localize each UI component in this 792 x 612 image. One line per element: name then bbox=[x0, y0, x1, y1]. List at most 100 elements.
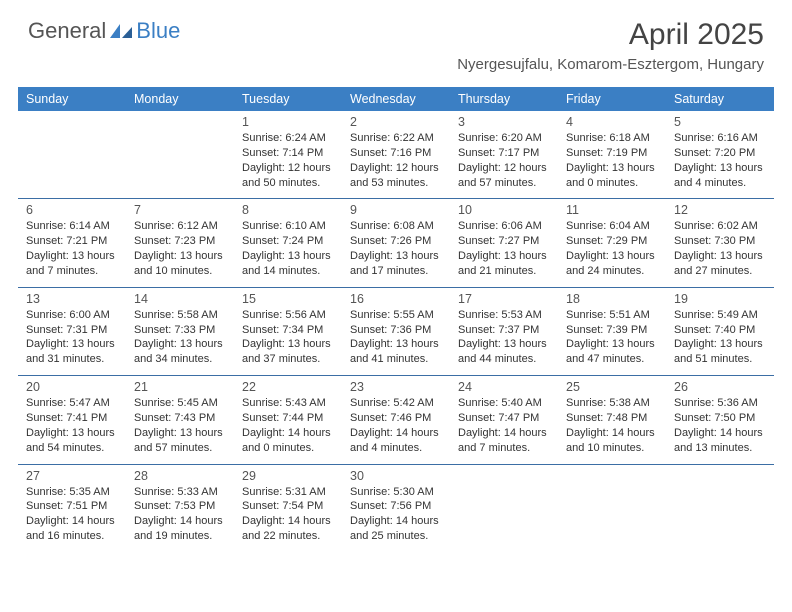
calendar-cell: 19Sunrise: 5:49 AMSunset: 7:40 PMDayligh… bbox=[666, 288, 774, 375]
sunset-text: Sunset: 7:43 PM bbox=[134, 411, 226, 426]
day-number: 22 bbox=[242, 380, 334, 394]
calendar-cell bbox=[666, 465, 774, 552]
day-header-row: Sunday Monday Tuesday Wednesday Thursday… bbox=[18, 87, 774, 111]
daylight-text: Daylight: 13 hours and 31 minutes. bbox=[26, 337, 118, 367]
sunset-text: Sunset: 7:30 PM bbox=[674, 234, 766, 249]
daylight-text: Daylight: 13 hours and 57 minutes. bbox=[134, 426, 226, 456]
dayheader-tue: Tuesday bbox=[234, 87, 342, 111]
sunrise-text: Sunrise: 5:56 AM bbox=[242, 308, 334, 323]
day-number: 5 bbox=[674, 115, 766, 129]
day-number: 14 bbox=[134, 292, 226, 306]
calendar-cell: 6Sunrise: 6:14 AMSunset: 7:21 PMDaylight… bbox=[18, 199, 126, 286]
calendar-cell: 18Sunrise: 5:51 AMSunset: 7:39 PMDayligh… bbox=[558, 288, 666, 375]
daylight-text: Daylight: 14 hours and 7 minutes. bbox=[458, 426, 550, 456]
title-block: April 2025 Nyergesujfalu, Komarom-Eszter… bbox=[457, 18, 764, 73]
dayheader-fri: Friday bbox=[558, 87, 666, 111]
sunset-text: Sunset: 7:21 PM bbox=[26, 234, 118, 249]
calendar-cell: 3Sunrise: 6:20 AMSunset: 7:17 PMDaylight… bbox=[450, 111, 558, 198]
calendar-cell: 15Sunrise: 5:56 AMSunset: 7:34 PMDayligh… bbox=[234, 288, 342, 375]
logo-sail-icon bbox=[108, 22, 134, 40]
sunrise-text: Sunrise: 6:00 AM bbox=[26, 308, 118, 323]
sunrise-text: Sunrise: 6:06 AM bbox=[458, 219, 550, 234]
sunrise-text: Sunrise: 6:12 AM bbox=[134, 219, 226, 234]
location-text: Nyergesujfalu, Komarom-Esztergom, Hungar… bbox=[457, 56, 764, 73]
daylight-text: Daylight: 13 hours and 51 minutes. bbox=[674, 337, 766, 367]
daylight-text: Daylight: 13 hours and 14 minutes. bbox=[242, 249, 334, 279]
day-number: 3 bbox=[458, 115, 550, 129]
day-number: 13 bbox=[26, 292, 118, 306]
sunrise-text: Sunrise: 6:22 AM bbox=[350, 131, 442, 146]
calendar-cell: 14Sunrise: 5:58 AMSunset: 7:33 PMDayligh… bbox=[126, 288, 234, 375]
day-number: 15 bbox=[242, 292, 334, 306]
sunset-text: Sunset: 7:34 PM bbox=[242, 323, 334, 338]
daylight-text: Daylight: 13 hours and 21 minutes. bbox=[458, 249, 550, 279]
daylight-text: Daylight: 14 hours and 0 minutes. bbox=[242, 426, 334, 456]
calendar-cell: 12Sunrise: 6:02 AMSunset: 7:30 PMDayligh… bbox=[666, 199, 774, 286]
sunset-text: Sunset: 7:46 PM bbox=[350, 411, 442, 426]
sunrise-text: Sunrise: 5:58 AM bbox=[134, 308, 226, 323]
sunrise-text: Sunrise: 5:47 AM bbox=[26, 396, 118, 411]
calendar-cell: 28Sunrise: 5:33 AMSunset: 7:53 PMDayligh… bbox=[126, 465, 234, 552]
sunset-text: Sunset: 7:54 PM bbox=[242, 499, 334, 514]
day-number: 29 bbox=[242, 469, 334, 483]
calendar-cell: 21Sunrise: 5:45 AMSunset: 7:43 PMDayligh… bbox=[126, 376, 234, 463]
sunset-text: Sunset: 7:33 PM bbox=[134, 323, 226, 338]
day-number: 7 bbox=[134, 203, 226, 217]
calendar-cell: 4Sunrise: 6:18 AMSunset: 7:19 PMDaylight… bbox=[558, 111, 666, 198]
day-number: 16 bbox=[350, 292, 442, 306]
sunrise-text: Sunrise: 5:53 AM bbox=[458, 308, 550, 323]
sunrise-text: Sunrise: 5:35 AM bbox=[26, 485, 118, 500]
day-number: 10 bbox=[458, 203, 550, 217]
sunset-text: Sunset: 7:40 PM bbox=[674, 323, 766, 338]
sunset-text: Sunset: 7:20 PM bbox=[674, 146, 766, 161]
daylight-text: Daylight: 14 hours and 25 minutes. bbox=[350, 514, 442, 544]
daylight-text: Daylight: 13 hours and 27 minutes. bbox=[674, 249, 766, 279]
calendar-cell: 25Sunrise: 5:38 AMSunset: 7:48 PMDayligh… bbox=[558, 376, 666, 463]
dayheader-thu: Thursday bbox=[450, 87, 558, 111]
daylight-text: Daylight: 13 hours and 0 minutes. bbox=[566, 161, 658, 191]
header: General Blue April 2025 Nyergesujfalu, K… bbox=[0, 0, 792, 77]
daylight-text: Daylight: 14 hours and 16 minutes. bbox=[26, 514, 118, 544]
week-row: 20Sunrise: 5:47 AMSunset: 7:41 PMDayligh… bbox=[18, 376, 774, 464]
calendar-cell: 5Sunrise: 6:16 AMSunset: 7:20 PMDaylight… bbox=[666, 111, 774, 198]
day-number: 25 bbox=[566, 380, 658, 394]
day-number: 11 bbox=[566, 203, 658, 217]
calendar-cell: 24Sunrise: 5:40 AMSunset: 7:47 PMDayligh… bbox=[450, 376, 558, 463]
sunrise-text: Sunrise: 5:33 AM bbox=[134, 485, 226, 500]
sunset-text: Sunset: 7:26 PM bbox=[350, 234, 442, 249]
daylight-text: Daylight: 12 hours and 57 minutes. bbox=[458, 161, 550, 191]
week-row: 6Sunrise: 6:14 AMSunset: 7:21 PMDaylight… bbox=[18, 199, 774, 287]
calendar-cell: 11Sunrise: 6:04 AMSunset: 7:29 PMDayligh… bbox=[558, 199, 666, 286]
day-number: 12 bbox=[674, 203, 766, 217]
calendar-cell: 30Sunrise: 5:30 AMSunset: 7:56 PMDayligh… bbox=[342, 465, 450, 552]
dayheader-wed: Wednesday bbox=[342, 87, 450, 111]
sunset-text: Sunset: 7:27 PM bbox=[458, 234, 550, 249]
calendar-cell: 8Sunrise: 6:10 AMSunset: 7:24 PMDaylight… bbox=[234, 199, 342, 286]
week-row: 1Sunrise: 6:24 AMSunset: 7:14 PMDaylight… bbox=[18, 111, 774, 199]
sunset-text: Sunset: 7:48 PM bbox=[566, 411, 658, 426]
calendar-cell: 16Sunrise: 5:55 AMSunset: 7:36 PMDayligh… bbox=[342, 288, 450, 375]
sunset-text: Sunset: 7:19 PM bbox=[566, 146, 658, 161]
sunrise-text: Sunrise: 5:43 AM bbox=[242, 396, 334, 411]
day-number: 27 bbox=[26, 469, 118, 483]
sunset-text: Sunset: 7:50 PM bbox=[674, 411, 766, 426]
sunrise-text: Sunrise: 6:16 AM bbox=[674, 131, 766, 146]
sunset-text: Sunset: 7:23 PM bbox=[134, 234, 226, 249]
daylight-text: Daylight: 14 hours and 22 minutes. bbox=[242, 514, 334, 544]
sunrise-text: Sunrise: 6:18 AM bbox=[566, 131, 658, 146]
week-row: 13Sunrise: 6:00 AMSunset: 7:31 PMDayligh… bbox=[18, 288, 774, 376]
week-row: 27Sunrise: 5:35 AMSunset: 7:51 PMDayligh… bbox=[18, 465, 774, 552]
daylight-text: Daylight: 13 hours and 47 minutes. bbox=[566, 337, 658, 367]
day-number: 1 bbox=[242, 115, 334, 129]
sunset-text: Sunset: 7:29 PM bbox=[566, 234, 658, 249]
sunrise-text: Sunrise: 5:31 AM bbox=[242, 485, 334, 500]
day-number: 20 bbox=[26, 380, 118, 394]
sunrise-text: Sunrise: 5:36 AM bbox=[674, 396, 766, 411]
calendar-cell: 22Sunrise: 5:43 AMSunset: 7:44 PMDayligh… bbox=[234, 376, 342, 463]
sunrise-text: Sunrise: 6:04 AM bbox=[566, 219, 658, 234]
calendar-cell: 27Sunrise: 5:35 AMSunset: 7:51 PMDayligh… bbox=[18, 465, 126, 552]
sunrise-text: Sunrise: 5:38 AM bbox=[566, 396, 658, 411]
sunset-text: Sunset: 7:24 PM bbox=[242, 234, 334, 249]
sunset-text: Sunset: 7:47 PM bbox=[458, 411, 550, 426]
sunrise-text: Sunrise: 5:40 AM bbox=[458, 396, 550, 411]
